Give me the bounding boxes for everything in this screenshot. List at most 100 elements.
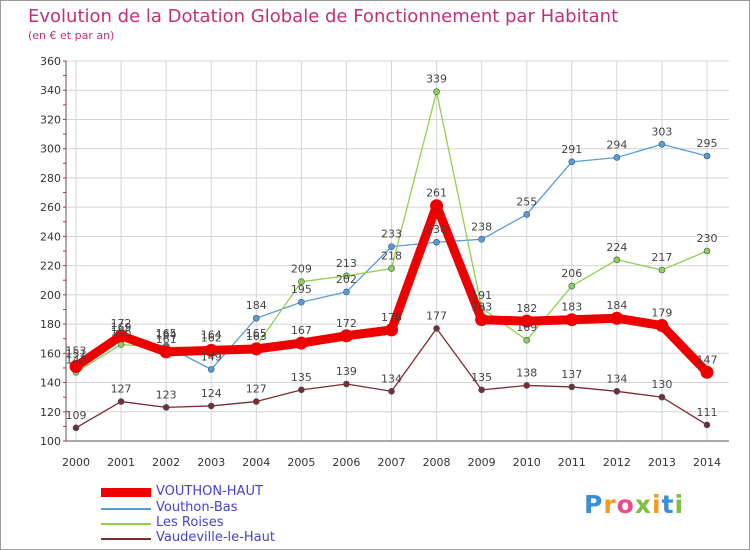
data-label-vaudeville-le-haut-2003: 124 xyxy=(201,387,222,400)
data-label-vaudeville-le-haut-2006: 139 xyxy=(336,365,357,378)
data-label-vouthon-bas-2012: 294 xyxy=(606,138,627,151)
data-label-vouthon-haut-2004: 163 xyxy=(246,330,267,343)
data-label-les-roises-2008: 339 xyxy=(426,73,447,86)
data-point-vouthon-bas-2010 xyxy=(523,211,531,218)
data-label-les-roises-2007: 218 xyxy=(381,250,402,263)
data-point-vouthon-bas-2008 xyxy=(433,238,440,246)
data-label-les-roises-2005: 209 xyxy=(291,263,312,276)
legend-label-vouthon-bas: Vouthon-Bas xyxy=(156,500,238,515)
data-point-vouthon-bas-2004 xyxy=(252,314,260,322)
data-label-vaudeville-le-haut-2001: 127 xyxy=(111,383,132,396)
data-point-les-roises-2007 xyxy=(388,265,395,272)
data-point-vaudeville-le-haut-2005 xyxy=(298,386,305,394)
y-tick-label-300: 300 xyxy=(40,143,61,156)
y-tick-label-340: 340 xyxy=(40,84,61,97)
x-tick-label-2007: 2007 xyxy=(378,456,406,469)
data-label-vaudeville-le-haut-2011: 137 xyxy=(561,368,582,381)
data-label-vouthon-haut-2010: 182 xyxy=(516,302,537,315)
data-label-les-roises-2000: 147 xyxy=(66,353,87,366)
data-point-vaudeville-le-haut-2011 xyxy=(568,383,576,391)
data-label-vouthon-bas-2002: 165 xyxy=(156,327,177,340)
data-point-vouthon-bas-2007 xyxy=(388,243,395,250)
x-tick-label-2006: 2006 xyxy=(332,456,360,469)
x-tick-label-2000: 2000 xyxy=(62,456,90,469)
x-tick-label-2002: 2002 xyxy=(152,456,180,469)
data-point-vouthon-haut-2000 xyxy=(69,359,83,373)
data-label-vouthon-haut-2006: 172 xyxy=(336,317,357,330)
chart-subtitle: (en € et par an) xyxy=(28,29,115,42)
data-point-vaudeville-le-haut-2009 xyxy=(478,386,485,394)
data-point-vouthon-haut-2009 xyxy=(475,313,489,327)
data-point-vouthon-bas-2012 xyxy=(613,154,621,161)
y-tick-label-120: 120 xyxy=(40,406,61,419)
data-point-vouthon-haut-2002 xyxy=(159,345,173,359)
data-point-vouthon-haut-2004 xyxy=(249,342,263,356)
data-point-les-roises-2013 xyxy=(658,266,666,274)
data-label-vaudeville-le-haut-2005: 135 xyxy=(291,371,312,384)
y-tick-label-180: 180 xyxy=(40,318,61,331)
data-label-vouthon-haut-2008: 261 xyxy=(426,187,447,200)
data-label-vouthon-bas-2013: 303 xyxy=(651,125,672,138)
data-label-vouthon-haut-2013: 179 xyxy=(651,307,672,320)
legend-swatch-vouthon-bas xyxy=(101,508,151,510)
data-point-vouthon-haut-2013 xyxy=(655,319,669,333)
data-point-vaudeville-le-haut-2004 xyxy=(252,398,260,405)
y-tick-label-160: 160 xyxy=(40,347,61,360)
data-point-vaudeville-le-haut-2001 xyxy=(117,398,125,405)
data-point-vouthon-haut-2008 xyxy=(430,199,444,213)
data-label-vouthon-haut-2002: 161 xyxy=(156,333,177,346)
data-label-vouthon-haut-2009: 183 xyxy=(471,301,492,314)
data-label-vaudeville-le-haut-2010: 138 xyxy=(516,366,537,379)
data-point-vouthon-haut-2011 xyxy=(565,313,579,327)
x-tick-label-2014: 2014 xyxy=(693,456,721,469)
data-label-les-roises-2009: 191 xyxy=(471,289,492,302)
data-label-vaudeville-le-haut-2012: 134 xyxy=(606,372,627,385)
data-point-vouthon-bas-2005 xyxy=(298,298,305,306)
y-tick-label-360: 360 xyxy=(40,55,61,68)
data-label-vaudeville-le-haut-2009: 135 xyxy=(471,371,492,384)
x-tick-label-2010: 2010 xyxy=(513,456,541,469)
legend-label-vaudeville-le-haut: Vaudeville-le-Haut xyxy=(156,530,275,545)
data-point-vouthon-bas-2011 xyxy=(568,158,576,166)
data-label-vouthon-bas-2003: 149 xyxy=(201,350,222,363)
data-label-vaudeville-le-haut-2004: 127 xyxy=(246,383,267,396)
data-label-vouthon-bas-2001: 169 xyxy=(111,321,132,334)
y-tick-label-220: 220 xyxy=(40,260,61,273)
legend-swatch-vouthon-haut xyxy=(101,488,151,497)
data-label-vouthon-haut-2003: 162 xyxy=(201,331,222,344)
legend-label-vouthon-haut: VOUTHON-HAUT xyxy=(156,484,263,499)
data-point-vouthon-haut-2010 xyxy=(520,314,534,328)
data-label-vouthon-bas-2004: 184 xyxy=(246,299,267,312)
data-label-vaudeville-le-haut-2013: 130 xyxy=(651,378,672,391)
x-tick-label-2012: 2012 xyxy=(603,456,631,469)
data-label-vouthon-bas-2008: 236 xyxy=(426,223,447,236)
data-point-vouthon-haut-2003 xyxy=(204,343,218,357)
data-point-vouthon-bas-2006 xyxy=(343,288,350,296)
data-label-vouthon-bas-2007: 233 xyxy=(381,228,402,241)
data-point-vouthon-haut-2012 xyxy=(610,311,624,325)
x-tick-label-2011: 2011 xyxy=(558,456,586,469)
data-point-les-roises-2011 xyxy=(568,282,576,290)
data-point-vouthon-haut-2005 xyxy=(294,336,308,350)
data-label-vouthon-bas-2009: 238 xyxy=(471,220,492,233)
x-tick-label-2009: 2009 xyxy=(468,456,496,469)
data-label-les-roises-2006: 213 xyxy=(336,257,357,270)
data-label-vouthon-bas-2006: 202 xyxy=(336,273,357,286)
y-tick-label-280: 280 xyxy=(40,172,61,185)
data-point-vouthon-bas-2013 xyxy=(658,141,666,148)
data-point-vouthon-haut-2014 xyxy=(700,365,714,379)
data-label-vaudeville-le-haut-2014: 111 xyxy=(697,406,718,419)
data-point-vaudeville-le-haut-2000 xyxy=(72,424,80,432)
data-point-vaudeville-le-haut-2002 xyxy=(162,404,170,411)
data-label-vouthon-haut-2014: 147 xyxy=(697,353,718,366)
data-label-vouthon-haut-2005: 167 xyxy=(291,324,312,337)
y-tick-label-240: 240 xyxy=(40,230,61,243)
data-point-les-roises-2010 xyxy=(523,336,531,344)
data-label-vouthon-bas-2014: 295 xyxy=(697,137,718,150)
data-label-vouthon-haut-2011: 183 xyxy=(561,301,582,314)
data-point-vaudeville-le-haut-2014 xyxy=(703,421,711,429)
data-label-vaudeville-le-haut-2002: 123 xyxy=(156,388,177,401)
x-tick-label-2001: 2001 xyxy=(107,456,135,469)
data-label-vouthon-bas-2000: 153 xyxy=(66,345,87,358)
data-point-vaudeville-le-haut-2008 xyxy=(433,325,440,332)
